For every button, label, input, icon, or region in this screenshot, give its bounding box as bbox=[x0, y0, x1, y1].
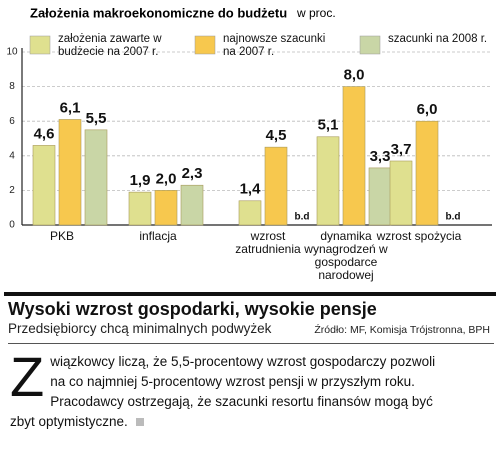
rule bbox=[8, 343, 494, 344]
legend-swatch bbox=[29, 35, 51, 55]
x-tick-label: PKB bbox=[49, 229, 74, 243]
value-label: 6,0 bbox=[417, 101, 438, 118]
bar bbox=[389, 160, 413, 226]
bar bbox=[128, 191, 152, 226]
x-tick-label: wzrost spożycia bbox=[376, 229, 462, 243]
value-label: 1,4 bbox=[240, 181, 262, 198]
value-label: b.d bbox=[295, 212, 310, 223]
body-text: wiązkowcy liczą, że 5,5-procentowy wzros… bbox=[10, 354, 436, 429]
legend-swatch bbox=[194, 35, 216, 55]
bar bbox=[342, 86, 366, 226]
bar bbox=[180, 184, 204, 226]
y-tick-label: 8 bbox=[9, 81, 15, 92]
headline: Wysoki wzrost gospodarki, wysokie pensje bbox=[8, 299, 377, 319]
legend-swatch bbox=[359, 35, 381, 55]
value-label: 3,7 bbox=[391, 141, 412, 158]
value-label: 2,3 bbox=[182, 165, 203, 182]
bar bbox=[264, 146, 288, 226]
value-label: 2,0 bbox=[156, 170, 177, 187]
y-tick-label: 6 bbox=[9, 116, 15, 127]
x-tick-label: wzrost zatrudnienia bbox=[235, 229, 301, 256]
bar bbox=[368, 167, 392, 226]
value-label: 5,5 bbox=[86, 110, 107, 127]
bar bbox=[58, 119, 82, 226]
rule bbox=[4, 292, 496, 296]
chart-unit: w proc. bbox=[296, 6, 336, 20]
legend-label: najnowsze szacunki na 2007 r. bbox=[223, 33, 326, 58]
chart-title: Założenia makroekonomiczne do budżetu bbox=[30, 5, 287, 20]
x-tick-label: inflacja bbox=[139, 229, 177, 243]
value-label: 4,5 bbox=[266, 127, 287, 144]
value-label: 6,1 bbox=[60, 99, 81, 116]
value-label: b.d bbox=[446, 212, 461, 223]
bar bbox=[154, 190, 178, 226]
bar bbox=[316, 136, 340, 226]
y-tick-label: 10 bbox=[6, 47, 18, 58]
x-tick-label: dynamika wynagrodzeń w gospodarce narodo… bbox=[304, 229, 388, 282]
y-tick-label: 4 bbox=[9, 150, 15, 161]
legend-label: założenia zawarte w budżecie na 2007 r. bbox=[58, 33, 162, 58]
y-tick-label: 2 bbox=[9, 185, 15, 196]
value-label: 5,1 bbox=[318, 117, 339, 134]
value-label: 4,6 bbox=[34, 125, 55, 142]
value-label: 3,3 bbox=[370, 148, 391, 165]
bar bbox=[415, 120, 439, 226]
legend-label: szacunki na 2008 r. bbox=[388, 33, 488, 45]
bar bbox=[32, 145, 56, 226]
chart: Założenia makroekonomiczne do budżetu w … bbox=[6, 5, 492, 231]
drop-cap: Z bbox=[10, 345, 45, 408]
end-mark bbox=[135, 418, 144, 426]
subheadline: Przedsiębiorcy chcą minimalnych podwyżek bbox=[8, 321, 272, 336]
value-label: 1,9 bbox=[130, 172, 151, 189]
bar bbox=[238, 200, 262, 226]
bar bbox=[84, 129, 108, 226]
value-label: 8,0 bbox=[344, 67, 365, 84]
y-tick-label: 0 bbox=[9, 220, 15, 231]
source: Źródło: MF, Komisja Trójstronna, BPH bbox=[314, 324, 490, 336]
